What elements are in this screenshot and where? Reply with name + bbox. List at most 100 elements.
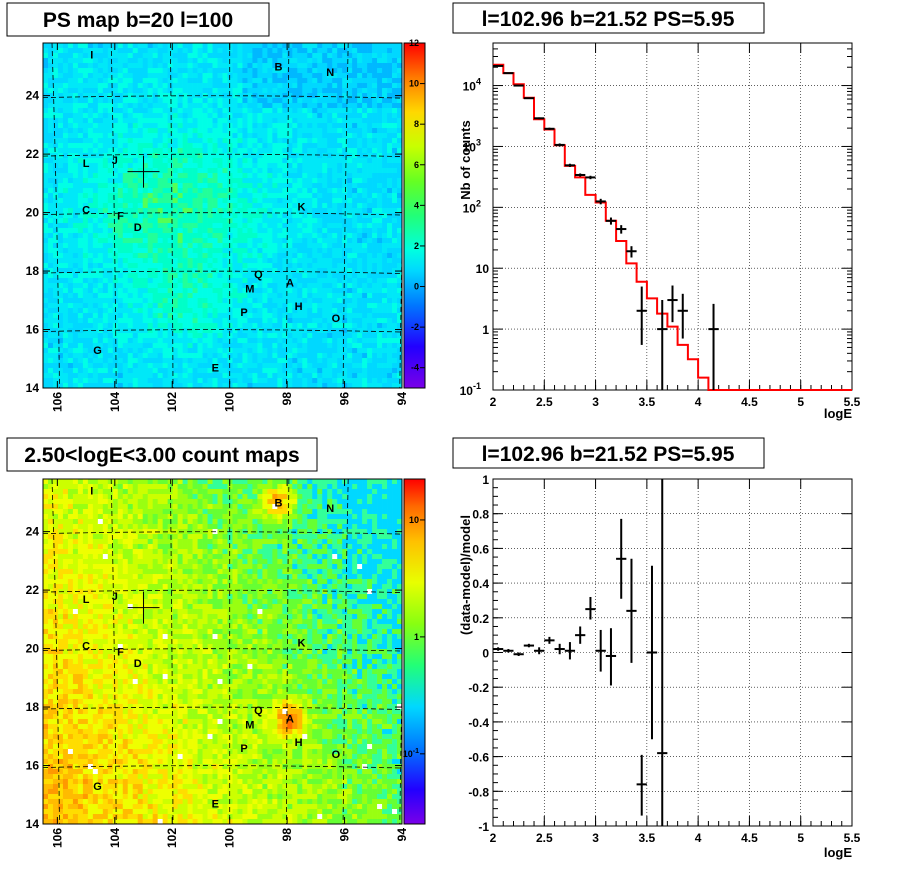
ps-map-cell — [387, 303, 393, 309]
ps-map-cell — [152, 193, 159, 199]
ps-map-cell — [102, 113, 109, 119]
ps-map-cell — [142, 243, 149, 249]
ps-map-cell — [232, 138, 238, 144]
ps-map-cell — [122, 373, 129, 379]
ps-map-cell — [82, 108, 89, 114]
ps-map-cell — [197, 43, 203, 49]
ps-map-cell — [102, 153, 109, 159]
ps-map-cell — [377, 153, 383, 159]
ps-map-cell — [357, 328, 363, 334]
ps-map-cell — [332, 288, 338, 294]
ps-map-cell — [62, 153, 69, 159]
ps-map-cell — [57, 158, 64, 164]
ps-map-cell — [337, 188, 343, 194]
ps-map-cell — [312, 263, 318, 269]
ps-map-cell — [252, 83, 258, 89]
ps-map-cell — [187, 108, 193, 114]
ps-map-cell — [43, 58, 49, 64]
ps-map-cell — [47, 383, 54, 389]
ps-map-cell — [257, 273, 263, 279]
ps-map-cell — [342, 53, 348, 59]
ps-map-cell — [202, 313, 208, 319]
ps-map-cell — [117, 198, 124, 204]
ps-map-cell — [207, 328, 213, 334]
ps-map-cell — [142, 293, 149, 299]
ps-map-cell — [177, 278, 183, 284]
ps-map-cell — [72, 228, 79, 234]
ps-map-cell — [227, 338, 233, 344]
ps-map-cell — [327, 73, 333, 79]
ps-map-cell — [247, 273, 253, 279]
ps-map-cell — [287, 168, 293, 174]
ps-map-cell — [137, 78, 144, 84]
ps-map-cell — [302, 178, 308, 184]
ps-map-cell — [302, 143, 308, 149]
ps-map-cell — [122, 233, 129, 239]
ps-map-cell — [97, 273, 104, 279]
ps-map-cell — [332, 83, 338, 89]
ps-map-cell — [367, 268, 373, 274]
ps-map-cell — [187, 203, 193, 209]
ps-map-cell — [207, 248, 213, 254]
ps-map-cell — [43, 178, 49, 184]
ps-map-cell — [392, 83, 398, 89]
ps-map-cell — [102, 353, 109, 359]
ps-map-cell — [137, 203, 144, 209]
ps-source-label: B — [275, 61, 283, 73]
ps-map-cell — [372, 138, 378, 144]
ps-map-cell — [297, 108, 303, 114]
ps-map-cell — [217, 283, 223, 289]
ps-map-cell — [212, 188, 218, 194]
ps-map-cell — [297, 378, 303, 384]
ps-map-cell — [332, 123, 338, 129]
ps-map-cell — [377, 283, 383, 289]
ps-map-cell — [217, 333, 223, 339]
ps-map-cell — [337, 338, 343, 344]
ps-map-cell — [202, 68, 208, 74]
ps-map-cell — [317, 183, 323, 189]
ps-map-cell — [282, 128, 288, 134]
ps-map-cell — [332, 273, 338, 279]
ps-map-cell — [117, 383, 124, 389]
ps-map-cell — [292, 358, 298, 364]
ps-map-cell — [387, 63, 393, 69]
ps-map-cell — [117, 263, 124, 269]
ps-map-cell — [322, 298, 328, 304]
ps-map-cell — [92, 238, 99, 244]
ps-map-cell — [162, 113, 169, 119]
ps-map-cell — [347, 108, 353, 114]
ps-map-cell — [307, 358, 313, 364]
ps-map-cell — [347, 133, 353, 139]
ps-map-cell — [342, 183, 348, 189]
ps-map-cell — [112, 148, 119, 154]
ps-map-cell — [137, 318, 144, 324]
ps-map-cell — [72, 128, 79, 134]
ps-map-cell — [87, 178, 94, 184]
ps-map-cell — [152, 98, 159, 104]
ps-map-cell — [362, 243, 368, 249]
ps-map-cell — [202, 118, 208, 124]
ps-map-cell — [172, 173, 178, 179]
ps-map-cell — [43, 343, 49, 349]
ps-map-cell — [332, 258, 338, 264]
ps-map-cell — [277, 48, 283, 54]
ps-map-cell — [117, 53, 124, 59]
ps-map-cell — [327, 253, 333, 259]
ps-map-cell — [87, 238, 94, 244]
ps-map-cell — [242, 263, 248, 269]
ps-map-cell — [122, 238, 129, 244]
ps-map-cell — [337, 133, 343, 139]
ps-map-cell — [277, 213, 283, 219]
ps-map-cell — [357, 293, 363, 299]
ps-map-cell — [97, 148, 104, 154]
ps-map-cell — [127, 248, 134, 254]
ps-map-cell — [197, 238, 203, 244]
ps-map-cell — [162, 78, 169, 84]
ps-map-cell — [67, 158, 74, 164]
ps-map-cell — [222, 373, 228, 379]
ps-map-cell — [312, 333, 318, 339]
ps-map-cell — [252, 138, 258, 144]
ps-map-cell — [87, 213, 94, 219]
ps-map-cell — [352, 233, 358, 239]
ps-map-cell — [177, 323, 183, 329]
